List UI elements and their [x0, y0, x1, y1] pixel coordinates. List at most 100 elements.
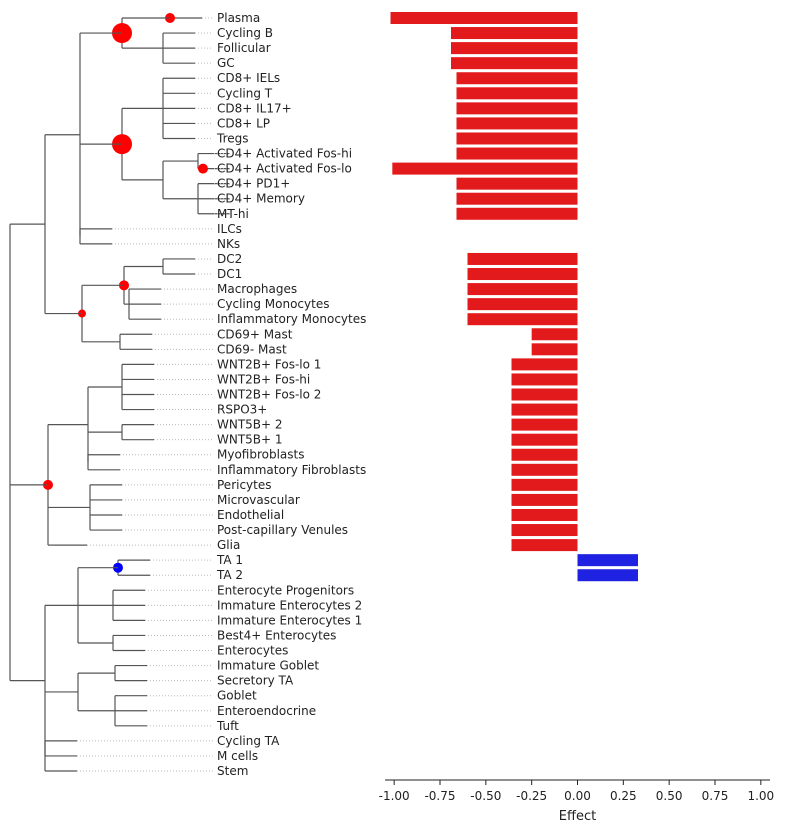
leaf-label: Cycling TA	[217, 734, 280, 748]
leaf-label: Immature Enterocytes 1	[217, 613, 362, 627]
bar	[511, 524, 578, 537]
leaf-label: WNT5B+ 2	[217, 418, 283, 432]
leaf-label: ILCs	[217, 222, 242, 236]
bar	[456, 192, 578, 205]
bar	[511, 388, 578, 401]
leaf-label: Pericytes	[217, 478, 272, 492]
bar	[577, 569, 638, 582]
leaf-label: Goblet	[217, 689, 257, 703]
bar	[531, 343, 578, 356]
leaf-label: Enterocyte Progenitors	[217, 583, 354, 597]
bar	[511, 373, 578, 386]
bar	[456, 147, 578, 160]
leaf-label: Myofibroblasts	[217, 448, 305, 462]
bar	[511, 478, 578, 491]
leaf-label: RSPO3+	[217, 403, 267, 417]
leaf-label: Follicular	[217, 41, 271, 55]
bar	[451, 42, 578, 55]
bar	[511, 418, 578, 431]
bar	[511, 463, 578, 476]
leaf-label: WNT2B+ Fos-lo 2	[217, 388, 321, 402]
bar	[467, 268, 578, 281]
leaf-label: DC1	[217, 267, 242, 281]
x-tick-label: -0.25	[516, 789, 547, 803]
effect-node	[198, 163, 208, 174]
bar	[467, 283, 578, 296]
leaf-label: Enteroendocrine	[217, 704, 316, 718]
bar	[511, 358, 578, 371]
bars	[390, 12, 638, 582]
leaf-label: Cycling B	[217, 26, 273, 40]
leaf-label: CD69+ Mast	[217, 327, 293, 341]
leaf-label: WNT2B+ Fos-hi	[217, 372, 310, 386]
leaf-label: Best4+ Enterocytes	[217, 628, 336, 642]
x-axis: Effect -1.00 -0.75 -0.50 -0.25 0.00 0.25 0.50 0…	[379, 779, 774, 824]
leaf-label: Plasma	[217, 11, 260, 25]
leaf-label: MT-hi	[217, 207, 249, 221]
leaf-label: TA 2	[216, 568, 243, 582]
leaf-label: GC	[217, 56, 235, 70]
leaf-label: Enterocytes	[217, 644, 288, 658]
leaf-label: M cells	[217, 749, 258, 763]
leaf-label: Cycling Monocytes	[217, 297, 329, 311]
x-tick-label: 0.25	[610, 789, 637, 803]
leaf-label: CD69- Mast	[217, 342, 287, 356]
bar	[451, 57, 578, 70]
x-tick-label: 0.50	[656, 789, 683, 803]
leaf-label: Stem	[217, 764, 248, 778]
dendrogram	[9, 13, 230, 772]
bar	[467, 252, 578, 265]
leaf-label: DC2	[217, 252, 242, 266]
bar	[390, 12, 578, 24]
leaf-label: CD4+ Activated Fos-lo	[217, 162, 352, 176]
bar	[392, 162, 578, 175]
bar	[456, 117, 578, 130]
leaf-label: Microvascular	[217, 493, 300, 507]
bar	[511, 493, 578, 506]
x-tick-label: -1.00	[379, 789, 410, 803]
bar	[531, 328, 578, 341]
leaf-label: Tuft	[216, 719, 239, 733]
x-tick-label: -0.75	[424, 789, 455, 803]
x-axis-label: Effect	[559, 809, 596, 824]
leaf-label: CD4+ PD1+	[217, 177, 290, 191]
bar	[456, 72, 578, 85]
leaf-label: TA 1	[216, 553, 243, 567]
bar	[511, 448, 578, 461]
leaf-label: Glia	[217, 538, 240, 552]
leaf-label: Immature Enterocytes 2	[217, 598, 362, 612]
leaf-label: Post-capillary Venules	[217, 523, 348, 537]
leaf-label: Endothelial	[217, 508, 284, 522]
bar	[467, 313, 578, 326]
leaf-label: Cycling T	[217, 86, 273, 100]
x-tick-label: -0.50	[470, 789, 501, 803]
leaf-label: Immature Goblet	[217, 659, 319, 673]
bar	[456, 132, 578, 145]
bar	[456, 87, 578, 100]
leaf-label: CD4+ Memory	[217, 192, 305, 206]
leaf-label: Inflammatory Monocytes	[217, 312, 366, 326]
bar	[511, 433, 578, 446]
leaf-label: Macrophages	[217, 282, 297, 296]
bar	[577, 554, 638, 567]
leaf-label: Tregs	[216, 131, 249, 145]
x-tick-label: 0.75	[702, 789, 729, 803]
bar	[511, 403, 578, 416]
bar	[456, 102, 578, 115]
bar	[456, 207, 578, 220]
leaf-label: CD8+ LP	[217, 116, 270, 130]
leaf-label: Inflammatory Fibroblasts	[217, 463, 366, 477]
x-tick-label: 1.00	[747, 789, 774, 803]
leaf-label: CD4+ Activated Fos-hi	[217, 147, 352, 161]
bar	[451, 27, 578, 40]
leaf-label: Secretory TA	[217, 674, 294, 688]
leaf-label: NKs	[217, 237, 240, 251]
leaf-label: CD8+ IL17+	[217, 101, 292, 115]
bar	[467, 298, 578, 311]
bar	[456, 177, 578, 190]
bar	[511, 508, 578, 521]
x-tick-label: 0.00	[564, 789, 591, 803]
leaf-label: WNT2B+ Fos-lo 1	[217, 357, 321, 371]
